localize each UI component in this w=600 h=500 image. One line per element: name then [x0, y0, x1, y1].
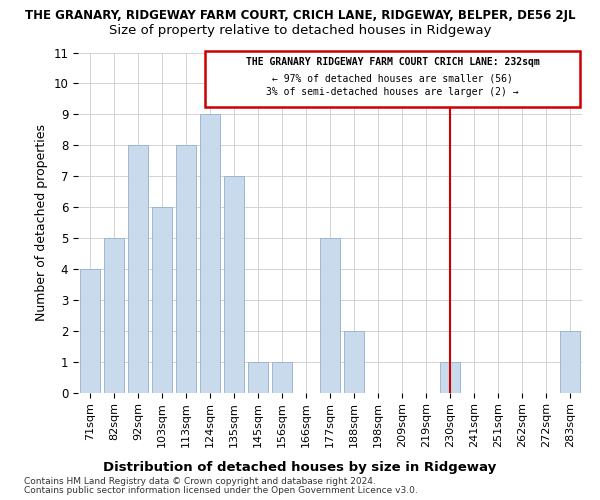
- Bar: [224, 176, 244, 392]
- Text: Size of property relative to detached houses in Ridgeway: Size of property relative to detached ho…: [109, 24, 491, 37]
- Bar: [248, 362, 268, 392]
- Text: Contains public sector information licensed under the Open Government Licence v3: Contains public sector information licen…: [24, 486, 418, 495]
- Y-axis label: Number of detached properties: Number of detached properties: [35, 124, 48, 321]
- Text: Contains HM Land Registry data © Crown copyright and database right 2024.: Contains HM Land Registry data © Crown c…: [24, 477, 376, 486]
- Text: THE GRANARY, RIDGEWAY FARM COURT, CRICH LANE, RIDGEWAY, BELPER, DE56 2JL: THE GRANARY, RIDGEWAY FARM COURT, CRICH …: [25, 9, 575, 22]
- Bar: [272, 362, 292, 392]
- Text: ← 97% of detached houses are smaller (56): ← 97% of detached houses are smaller (56…: [272, 73, 513, 83]
- Text: Distribution of detached houses by size in Ridgeway: Distribution of detached houses by size …: [103, 461, 497, 474]
- Text: 3% of semi-detached houses are larger (2) →: 3% of semi-detached houses are larger (2…: [266, 88, 519, 98]
- Bar: [80, 269, 100, 392]
- Bar: [200, 114, 220, 392]
- Bar: [152, 207, 172, 392]
- Bar: [344, 330, 364, 392]
- Bar: [128, 145, 148, 392]
- Text: THE GRANARY RIDGEWAY FARM COURT CRICH LANE: 232sqm: THE GRANARY RIDGEWAY FARM COURT CRICH LA…: [245, 56, 539, 66]
- Bar: [320, 238, 340, 392]
- FancyBboxPatch shape: [205, 51, 580, 106]
- Bar: [440, 362, 460, 392]
- Bar: [560, 330, 580, 392]
- Bar: [104, 238, 124, 392]
- Bar: [176, 145, 196, 392]
